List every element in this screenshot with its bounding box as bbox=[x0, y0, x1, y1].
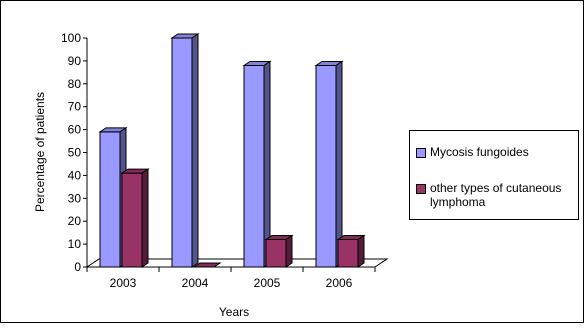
legend-item-other-cutaneous-lymphoma: other types of cutaneous lymphoma bbox=[416, 181, 570, 209]
bar-front-face bbox=[243, 64, 265, 268]
bar-2005-series-1 bbox=[242, 60, 272, 268]
bar-2006-series-2 bbox=[336, 234, 366, 268]
bar-2004-series-1 bbox=[170, 33, 200, 268]
bar-side-face bbox=[335, 60, 343, 268]
bar-side-face bbox=[263, 60, 271, 268]
x-tick-label: 2003 bbox=[110, 276, 137, 290]
x-tick-label: 2004 bbox=[182, 276, 209, 290]
x-tick-label: 2005 bbox=[254, 276, 281, 290]
y-tick-label: 90 bbox=[68, 54, 82, 68]
bar-front-face bbox=[171, 37, 193, 268]
bar-side-face bbox=[213, 262, 221, 268]
bar-front-face bbox=[265, 239, 287, 268]
bar-side-face bbox=[285, 234, 293, 268]
y-axis-title: Percentage of patients bbox=[33, 92, 47, 212]
bar-front-face bbox=[315, 64, 337, 268]
y-tick-label: 100 bbox=[61, 31, 81, 45]
y-tick-label: 0 bbox=[74, 260, 81, 274]
legend: Mycosis fungoides other types of cutaneo… bbox=[409, 130, 579, 220]
bar-side-face bbox=[141, 168, 149, 268]
y-tick-label: 10 bbox=[68, 237, 82, 251]
bar-2003-series-2 bbox=[120, 168, 150, 268]
bar-2005-series-2 bbox=[264, 234, 294, 268]
legend-item-mycosis-fungoides: Mycosis fungoides bbox=[416, 145, 570, 159]
bar-front-face bbox=[99, 131, 121, 268]
bar-front-face bbox=[121, 172, 143, 268]
legend-swatch-mycosis-fungoides bbox=[416, 148, 426, 158]
y-axis: 0 10 20 30 40 50 60 70 80 90 100 bbox=[61, 31, 88, 274]
y-tick-label: 80 bbox=[68, 77, 82, 91]
legend-label-mycosis-fungoides: Mycosis fungoides bbox=[430, 145, 529, 159]
x-tick-label: 2006 bbox=[326, 276, 353, 290]
legend-swatch-other-cutaneous-lymphoma bbox=[416, 184, 426, 194]
y-tick-label: 60 bbox=[68, 123, 82, 137]
x-axis-title: Years bbox=[219, 305, 249, 319]
bar-2006-series-1 bbox=[314, 60, 344, 268]
x-axis: 2003 2004 2005 2006 bbox=[86, 266, 376, 290]
bar-side-face bbox=[357, 234, 365, 268]
y-tick-label: 20 bbox=[68, 214, 82, 228]
y-tick-label: 70 bbox=[68, 100, 82, 114]
y-tick-label: 30 bbox=[68, 191, 82, 205]
bar-side-face bbox=[191, 33, 199, 268]
y-tick-label: 40 bbox=[68, 168, 82, 182]
y-tick-label: 50 bbox=[68, 146, 82, 160]
legend-label-other-cutaneous-lymphoma: other types of cutaneous lymphoma bbox=[430, 181, 562, 209]
bars bbox=[98, 33, 366, 268]
bar-front-face bbox=[337, 239, 359, 268]
